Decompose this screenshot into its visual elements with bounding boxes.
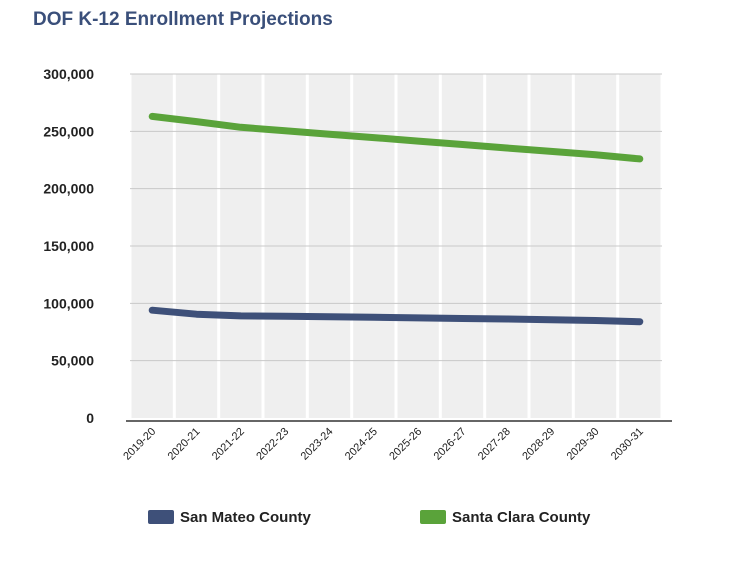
legend-swatch-santa-clara xyxy=(420,510,446,524)
x-tick-label: 2029-30 xyxy=(565,426,602,463)
y-tick-label: 300,000 xyxy=(43,66,94,82)
chart-title: DOF K-12 Enrollment Projections xyxy=(33,9,333,30)
series-line-1 xyxy=(148,112,644,163)
x-tick-label: 2022-23 xyxy=(254,426,291,463)
y-tick-label: 200,000 xyxy=(43,181,94,197)
y-tick-label: 100,000 xyxy=(43,295,94,311)
series-line-0 xyxy=(148,306,644,326)
x-tick-label: 2021-22 xyxy=(210,426,247,463)
x-tick-label: 2030-31 xyxy=(609,426,646,463)
x-tick-label: 2028-29 xyxy=(520,426,557,463)
legend-label-san-mateo: San Mateo County xyxy=(180,508,311,526)
y-tick-label: 0 xyxy=(86,410,94,426)
x-tick-label: 2023-24 xyxy=(299,426,336,463)
legend-swatch-san-mateo xyxy=(148,510,174,524)
y-tick-label: 50,000 xyxy=(51,353,94,369)
y-tick-label: 250,000 xyxy=(43,123,94,139)
x-tick-label: 2020-21 xyxy=(166,426,203,463)
gridlines xyxy=(130,73,662,362)
y-axis-ticks: 0 50,000 100,000 150,000 200,000 250,000 300,0… xyxy=(43,66,94,426)
line-chart: 0 50,000 100,000 150,000 200,000 250,000 300,0… xyxy=(43,66,672,463)
legend: San Mateo County Santa Clara County xyxy=(0,505,756,529)
x-tick-label: 2024-25 xyxy=(343,426,380,463)
x-axis-ticks: 2019-20 2020-21 2021-22 2022-23 2023-24 2024-… xyxy=(121,426,646,463)
legend-item-san-mateo: San Mateo County xyxy=(148,505,311,529)
y-tick-label: 150,000 xyxy=(43,238,94,254)
x-tick-label: 2026-27 xyxy=(432,426,469,463)
x-tick-label: 2019-20 xyxy=(121,426,158,463)
x-tick-label: 2027-28 xyxy=(476,426,513,463)
series-lines xyxy=(148,112,644,326)
x-tick-label: 2025-26 xyxy=(387,426,424,463)
legend-label-santa-clara: Santa Clara County xyxy=(452,508,591,526)
legend-item-santa-clara: Santa Clara County xyxy=(420,505,590,529)
